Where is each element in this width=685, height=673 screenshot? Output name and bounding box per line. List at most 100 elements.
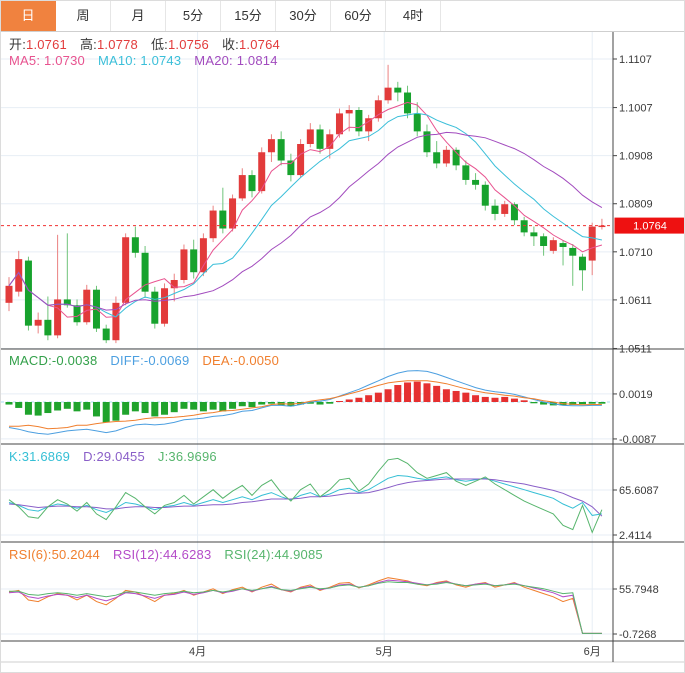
price-axis-label: 1.0809 xyxy=(619,199,653,211)
candle-up xyxy=(335,113,343,135)
macd-bar xyxy=(510,398,518,402)
candle-down xyxy=(423,131,431,153)
macd-bar xyxy=(238,402,246,407)
candle-up xyxy=(258,152,266,192)
candle-down xyxy=(520,220,528,233)
candle-up xyxy=(122,237,130,303)
macd-bar xyxy=(501,396,509,402)
candle-up xyxy=(326,134,334,149)
candle-down xyxy=(248,175,256,192)
rsi-axis-label: -0.7268 xyxy=(619,629,656,641)
candle-down xyxy=(141,252,149,292)
candle-down xyxy=(433,152,441,164)
macd-bar xyxy=(54,402,62,411)
macd-bar xyxy=(491,397,499,402)
tab-monthly[interactable]: 月 xyxy=(111,1,166,31)
tab-daily[interactable]: 日 xyxy=(1,1,56,31)
macd-bar xyxy=(190,402,198,410)
candle-down xyxy=(102,328,110,341)
tab-weekly[interactable]: 周 xyxy=(56,1,111,31)
candle-down xyxy=(510,204,518,221)
candle-up xyxy=(112,302,120,341)
candle-up xyxy=(442,149,450,164)
kdj-axis-label: 65.6087 xyxy=(619,485,659,497)
rsi6-line xyxy=(8,577,602,634)
candle-up xyxy=(15,259,23,292)
candle-down xyxy=(404,92,412,114)
tab-15min[interactable]: 15分 xyxy=(221,1,276,31)
d-line xyxy=(8,478,603,517)
ma5-line xyxy=(8,101,603,318)
x-axis-month-label: 6月 xyxy=(584,646,601,658)
macd-bar xyxy=(530,402,538,404)
macd-bar xyxy=(433,385,441,402)
macd-bar xyxy=(112,402,120,421)
candle-down xyxy=(569,247,577,256)
candle-down xyxy=(540,236,548,246)
macd-bar xyxy=(248,402,256,408)
candle-up xyxy=(598,225,606,228)
candle-down xyxy=(452,149,460,166)
macd-bar xyxy=(481,396,489,402)
chart-canvas[interactable]: 1.11071.10071.09081.08091.07101.06111.05… xyxy=(1,31,685,673)
candle-down xyxy=(151,291,159,324)
candle-down xyxy=(559,243,567,247)
timeframe-tabbar: 日周月 5分 15分 30分 60分 4时 xyxy=(1,1,684,32)
candle-up xyxy=(365,118,373,132)
candle-down xyxy=(44,319,52,336)
candle-up xyxy=(345,109,353,114)
candle-up xyxy=(199,238,207,273)
x-axis-month-label: 4月 xyxy=(189,646,206,658)
macd-bar xyxy=(394,385,402,402)
macd-bar xyxy=(5,402,13,405)
macd-bar xyxy=(442,389,450,402)
rsi-axis-label: 55.7948 xyxy=(619,584,659,596)
macd-bar xyxy=(267,402,275,404)
candle-down xyxy=(462,165,470,180)
candle-down xyxy=(530,232,538,237)
tab-30min[interactable]: 30分 xyxy=(276,1,331,31)
candle-down xyxy=(131,237,139,253)
candle-up xyxy=(229,198,237,229)
candle-down xyxy=(316,129,324,149)
kdj-axis-label: 2.4114 xyxy=(619,530,652,542)
macd-bar xyxy=(209,402,217,410)
tab-5min[interactable]: 5分 xyxy=(166,1,221,31)
macd-bar xyxy=(355,397,363,402)
macd-bar xyxy=(423,383,431,402)
macd-bar xyxy=(404,382,412,402)
candle-down xyxy=(287,160,295,176)
rsi24-line xyxy=(9,581,602,634)
candle-up xyxy=(374,100,382,119)
candle-down xyxy=(24,260,32,326)
candle-up xyxy=(549,240,557,251)
tab-60min[interactable]: 60分 xyxy=(331,1,386,31)
macd-bar xyxy=(170,402,178,413)
candle-down xyxy=(277,139,285,161)
price-axis-label: 1.0611 xyxy=(619,295,652,307)
macd-bar xyxy=(122,402,130,415)
macd-bar xyxy=(365,395,373,402)
candle-up xyxy=(501,204,509,214)
candle-up xyxy=(54,299,62,336)
macd-axis-label: 0.0019 xyxy=(619,389,653,401)
candle-up xyxy=(170,279,178,289)
candle-up xyxy=(588,226,596,261)
current-price-badge xyxy=(614,217,684,234)
ma10-line xyxy=(8,112,603,318)
macd-bar xyxy=(569,402,577,405)
macd-bar xyxy=(151,402,159,417)
candle-down xyxy=(219,210,227,229)
candle-down xyxy=(73,305,81,323)
candle-down xyxy=(481,184,489,206)
macd-bar xyxy=(83,402,91,410)
macd-bar xyxy=(452,390,460,402)
macd-bar xyxy=(345,399,353,402)
candle-up xyxy=(267,139,275,153)
ma20-line xyxy=(8,131,603,311)
candle-up xyxy=(180,249,188,280)
macd-bar xyxy=(335,401,343,402)
price-axis-label: 1.1007 xyxy=(619,103,653,115)
tab-4hour[interactable]: 4时 xyxy=(386,1,441,31)
